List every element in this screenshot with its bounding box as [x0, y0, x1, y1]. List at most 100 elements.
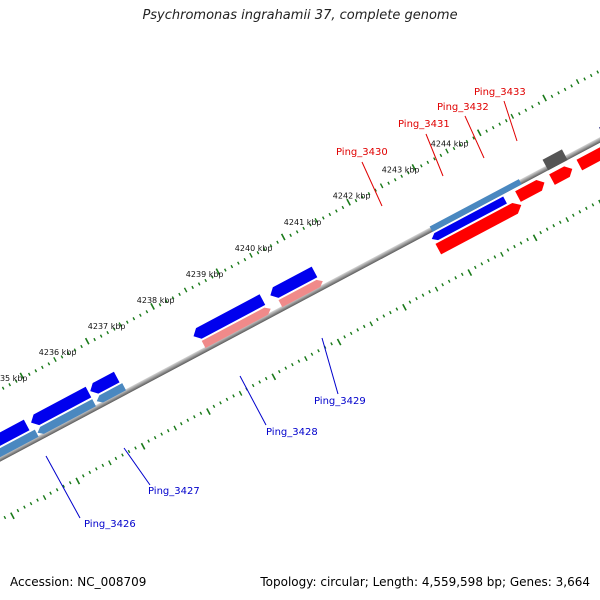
- minor-tick: [29, 501, 33, 506]
- gene-arrow-reverse[interactable]: [191, 294, 266, 341]
- minor-tick: [596, 70, 600, 74]
- minor-tick: [179, 422, 183, 426]
- gene-arrow-forward[interactable]: [549, 164, 575, 185]
- minor-tick: [49, 491, 52, 495]
- minor-tick: [447, 279, 451, 283]
- minor-tick: [485, 129, 488, 133]
- minor-tick: [335, 209, 338, 213]
- minor-tick: [361, 195, 364, 199]
- gene-label[interactable]: Ping_3433: [474, 87, 526, 98]
- major-tick: [84, 337, 90, 345]
- minor-tick: [524, 108, 528, 112]
- gene-arrow-reverse[interactable]: [95, 383, 127, 405]
- minor-tick: [504, 119, 508, 123]
- minor-tick: [106, 330, 110, 335]
- minor-tick: [382, 314, 386, 318]
- gene-label[interactable]: Ping_3428: [266, 427, 318, 438]
- gene-label[interactable]: Ping_3430: [336, 147, 388, 158]
- gene-arrow-forward[interactable]: [201, 305, 273, 348]
- topology-text: Topology: circular; Length: 4,559,598 bp…: [260, 575, 590, 589]
- major-tick: [19, 372, 25, 380]
- callout-line: [321, 337, 339, 395]
- gene-arrow-forward[interactable]: [435, 200, 524, 255]
- kbp-label: 4236 kbp: [39, 348, 77, 357]
- major-tick: [598, 199, 600, 207]
- minor-tick: [519, 241, 523, 245]
- minor-tick: [147, 439, 150, 443]
- minor-tick: [302, 226, 306, 231]
- minor-tick: [125, 320, 129, 324]
- minor-tick: [191, 285, 194, 290]
- major-tick: [542, 94, 547, 102]
- minor-tick: [585, 206, 588, 210]
- minor-tick: [197, 282, 201, 286]
- minor-tick: [379, 183, 384, 189]
- gene-arrow-reverse[interactable]: [268, 266, 318, 301]
- gene-arrow-forward[interactable]: [576, 144, 600, 171]
- minor-tick: [34, 369, 38, 373]
- minor-tick: [127, 449, 131, 454]
- gene-arrow-forward[interactable]: [542, 149, 568, 171]
- major-tick: [476, 129, 482, 137]
- minor-tick: [310, 352, 314, 356]
- minor-tick: [349, 331, 353, 336]
- minor-tick: [459, 143, 462, 147]
- gene-arrow-forward[interactable]: [278, 278, 325, 308]
- minor-tick: [506, 248, 510, 252]
- minor-tick: [276, 240, 279, 244]
- kbp-label: 4241 kbp: [284, 218, 322, 227]
- callout-line: [361, 161, 383, 207]
- minor-tick: [193, 415, 196, 419]
- minor-tick: [251, 383, 255, 388]
- minor-tick: [101, 463, 105, 468]
- gene-label[interactable]: Ping_3432: [437, 102, 489, 113]
- minor-tick: [472, 136, 475, 140]
- kbp-label: 4243 kbp: [382, 166, 420, 175]
- minor-tick: [121, 453, 124, 457]
- minor-tick: [480, 262, 484, 266]
- gene-arrow-forward[interactable]: [515, 177, 547, 202]
- minor-tick: [199, 411, 203, 415]
- minor-tick: [498, 122, 502, 126]
- major-tick: [215, 268, 221, 276]
- minor-tick: [545, 227, 549, 231]
- minor-tick: [132, 317, 136, 321]
- minor-tick: [212, 404, 216, 408]
- minor-tick: [426, 160, 430, 165]
- callout-line: [45, 455, 81, 519]
- minor-tick: [583, 77, 586, 81]
- minor-tick: [291, 363, 294, 367]
- minor-tick: [570, 84, 573, 88]
- minor-tick: [552, 224, 556, 228]
- minor-tick: [158, 303, 162, 307]
- minor-tick: [493, 255, 497, 259]
- minor-tick: [500, 251, 504, 257]
- gene-arrow-reverse[interactable]: [430, 196, 507, 242]
- minor-tick: [258, 380, 262, 384]
- gene-arrow-reverse[interactable]: [0, 419, 30, 458]
- gene-arrow-reverse[interactable]: [0, 429, 39, 465]
- kbp-label: 4238 kbp: [137, 296, 175, 305]
- kbp-label: 4237 kbp: [88, 322, 126, 331]
- minor-tick: [166, 429, 170, 433]
- minor-tick: [589, 73, 593, 78]
- gene-label[interactable]: Ping_3426: [84, 519, 136, 530]
- gene-arrow-forward[interactable]: [429, 179, 522, 232]
- gene-label[interactable]: Ping_3429: [314, 396, 366, 407]
- minor-tick: [558, 220, 562, 224]
- minor-tick: [263, 247, 266, 251]
- minor-tick: [53, 356, 57, 363]
- minor-tick: [343, 335, 346, 339]
- gene-label[interactable]: Ping_3431: [398, 119, 450, 130]
- gene-label[interactable]: Ping_3427: [148, 486, 200, 497]
- minor-tick: [510, 113, 515, 119]
- minor-tick: [99, 334, 103, 338]
- minor-tick: [284, 366, 288, 370]
- gene-arrow-reverse[interactable]: [87, 371, 120, 397]
- minor-tick: [563, 87, 567, 92]
- gene-arrow-reverse[interactable]: [36, 399, 96, 436]
- minor-tick: [95, 467, 98, 471]
- minor-tick: [354, 198, 358, 203]
- gene-arrow-reverse[interactable]: [28, 386, 92, 428]
